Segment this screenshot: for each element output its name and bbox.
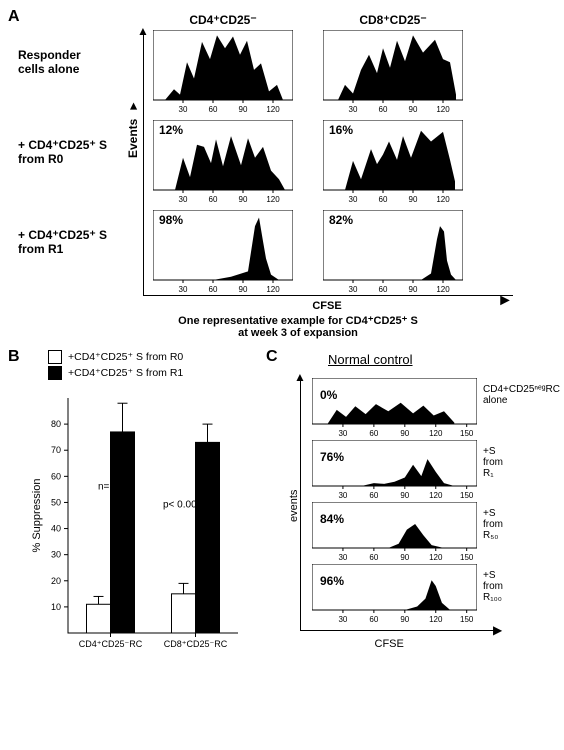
legend-swatch-1	[48, 366, 62, 380]
panel-c-right-label: +S from R₁₀₀	[483, 570, 503, 603]
svg-text:90: 90	[239, 105, 248, 114]
svg-text:30: 30	[338, 491, 347, 500]
panel-a-hist: 30 60 90 120 12%	[153, 120, 293, 206]
svg-text:150: 150	[460, 429, 474, 438]
svg-text:120: 120	[436, 105, 450, 114]
svg-text:90: 90	[400, 615, 409, 624]
svg-text:120: 120	[266, 195, 280, 204]
svg-text:60: 60	[369, 429, 378, 438]
svg-text:12%: 12%	[159, 123, 183, 137]
panel-a-hist: 30 60 90 120	[153, 30, 293, 116]
panel-a-row-label: Responder cells alone	[18, 48, 128, 77]
svg-text:60: 60	[379, 105, 388, 114]
svg-text:60: 60	[209, 195, 218, 204]
panel-b-legend: +CD4⁺CD25⁺ S from R0 +CD4⁺CD25⁺ S from R…	[48, 350, 183, 380]
svg-text:30: 30	[338, 429, 347, 438]
svg-text:20: 20	[51, 576, 61, 586]
svg-text:98%: 98%	[159, 213, 183, 227]
svg-text:120: 120	[429, 491, 443, 500]
svg-text:60: 60	[369, 553, 378, 562]
panel-a-caption: One representative example for CD4⁺CD25⁺…	[108, 314, 488, 339]
svg-text:120: 120	[266, 105, 280, 114]
panel-a-col-header-0: CD4⁺CD25⁻	[153, 13, 293, 27]
svg-text:CD4⁺CD25⁻RC: CD4⁺CD25⁻RC	[79, 639, 143, 649]
svg-text:90: 90	[239, 285, 248, 294]
panel-a-row-label: + CD4⁺CD25⁺ S from R0	[18, 138, 128, 167]
svg-text:30: 30	[179, 105, 188, 114]
legend-swatch-0	[48, 350, 62, 364]
panel-a-col-header-1: CD8⁺CD25⁻	[323, 13, 463, 27]
svg-text:16%: 16%	[329, 123, 353, 137]
svg-text:50: 50	[51, 497, 61, 507]
svg-text:60: 60	[379, 285, 388, 294]
panel-c-right-label: CD4+CD25ⁿᵉᵍRC alone	[483, 384, 560, 406]
legend-label-0: +CD4⁺CD25⁺ S from R0	[68, 351, 183, 363]
panel-c-x-arrow	[300, 630, 495, 631]
svg-text:70: 70	[51, 445, 61, 455]
panel-c-percent: 0%	[320, 388, 337, 402]
svg-text:CD8⁺CD25⁻RC: CD8⁺CD25⁻RC	[164, 639, 228, 649]
panel-a-x-arrow	[143, 295, 513, 296]
svg-text:p< 0.001: p< 0.001	[163, 500, 203, 511]
panel-c-percent: 96%	[320, 574, 344, 588]
panel-c-y-arrow	[300, 378, 301, 630]
svg-text:30: 30	[349, 195, 358, 204]
svg-text:30: 30	[338, 615, 347, 624]
svg-text:30: 30	[349, 285, 358, 294]
panel-b-label: B	[8, 348, 20, 366]
svg-text:60: 60	[379, 195, 388, 204]
svg-text:40: 40	[51, 524, 61, 534]
svg-text:10: 10	[51, 602, 61, 612]
panel-a-y-axis-label: Events ►	[126, 100, 140, 158]
svg-text:90: 90	[409, 195, 418, 204]
svg-text:30: 30	[51, 550, 61, 560]
svg-text:80: 80	[51, 419, 61, 429]
svg-text:90: 90	[400, 429, 409, 438]
svg-text:120: 120	[436, 195, 450, 204]
panel-c-label: C	[266, 348, 278, 366]
svg-text:n= 6: n= 6	[98, 481, 118, 492]
svg-text:30: 30	[179, 195, 188, 204]
svg-text:150: 150	[460, 553, 474, 562]
svg-text:90: 90	[409, 105, 418, 114]
panel-c-y-axis-label: events	[288, 490, 300, 522]
svg-text:120: 120	[429, 615, 443, 624]
svg-text:150: 150	[460, 615, 474, 624]
svg-text:150: 150	[460, 491, 474, 500]
panel-c-percent: 84%	[320, 512, 344, 526]
panel-a-label: A	[8, 8, 20, 26]
panel-c-x-axis-label: CFSE	[375, 638, 404, 650]
svg-text:60: 60	[209, 105, 218, 114]
panel-b-chart: 10 20 30 40 50 60 70 80 % Suppression CD4⁺CD25⁻RC…	[28, 388, 258, 683]
panel-a-hist: 30 60 90 120	[323, 30, 463, 116]
svg-text:60: 60	[209, 285, 218, 294]
legend-label-1: +CD4⁺CD25⁺ S from R1	[68, 367, 183, 379]
panel-c-right-label: +S from R₁	[483, 446, 503, 479]
svg-text:60: 60	[51, 471, 61, 481]
svg-text:90: 90	[400, 491, 409, 500]
svg-text:120: 120	[266, 285, 280, 294]
svg-text:30: 30	[338, 553, 347, 562]
panel-a-hist: 30 60 90 120 98%	[153, 210, 293, 296]
svg-text:120: 120	[436, 285, 450, 294]
svg-text:90: 90	[239, 195, 248, 204]
panel-c-right-label: +S from R₅₀	[483, 508, 503, 541]
svg-text:60: 60	[369, 491, 378, 500]
panel-c-percent: 76%	[320, 450, 344, 464]
svg-text:60: 60	[369, 615, 378, 624]
svg-text:30: 30	[349, 105, 358, 114]
svg-text:30: 30	[179, 285, 188, 294]
svg-text:120: 120	[429, 429, 443, 438]
panel-a-x-axis-label: CFSE ►	[153, 300, 501, 312]
svg-text:82%: 82%	[329, 213, 353, 227]
svg-text:% Suppression: % Suppression	[31, 479, 43, 553]
panel-a-hist: 30 60 90 120 82%	[323, 210, 463, 296]
panel-a-y-arrow	[143, 30, 144, 295]
svg-text:120: 120	[429, 553, 443, 562]
panel-a-row-label: + CD4⁺CD25⁺ S from R1	[18, 228, 128, 257]
svg-text:90: 90	[400, 553, 409, 562]
svg-text:90: 90	[409, 285, 418, 294]
panel-c-title: Normal control	[328, 352, 413, 367]
panel-a-hist: 30 60 90 120 16%	[323, 120, 463, 206]
